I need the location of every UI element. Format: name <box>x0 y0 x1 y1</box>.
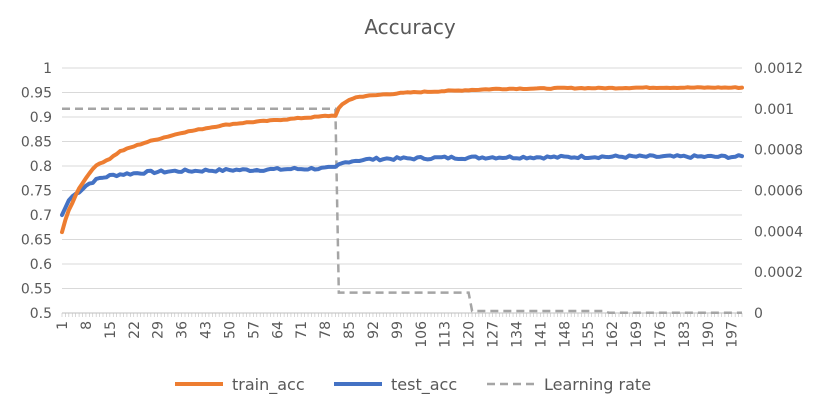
y-tick-label: 0.95 <box>21 86 52 102</box>
y-tick-label: 0.85 <box>21 135 52 151</box>
series-line-test-acc <box>60 153 744 217</box>
x-tick-label: 162 <box>605 321 621 348</box>
y2-tick-label: 0 <box>754 306 763 322</box>
y-tick-label: 0.5 <box>30 306 52 322</box>
legend-label: train_acc <box>232 375 305 395</box>
y2-tick-label: 0.0004 <box>754 224 803 240</box>
y-tick-label: 0.8 <box>30 159 52 175</box>
x-tick-label: 106 <box>414 321 430 348</box>
x-tick-label: 190 <box>701 321 717 348</box>
x-axis: 1 8 15 22 29 36 43 50 57 64 71 78 85 92 99 106 113 120 127… <box>55 312 743 348</box>
x-tick-label: 120 <box>462 321 478 348</box>
gridlines <box>62 67 742 314</box>
series-lines <box>60 85 744 315</box>
y-tick-label: 0.7 <box>30 208 52 224</box>
x-tick-label: 169 <box>629 321 645 348</box>
y2-tick-label: 0.001 <box>754 102 794 118</box>
x-tick-label: 8 <box>79 321 95 330</box>
y-tick-label: 0.9 <box>30 110 52 126</box>
x-tick-label: 92 <box>366 321 382 339</box>
x-tick-label: 176 <box>653 321 669 348</box>
x-tick-label: 71 <box>294 321 310 339</box>
x-tick-label: 141 <box>533 321 549 348</box>
chart-title: Accuracy <box>364 15 455 39</box>
x-tick-label: 155 <box>581 321 597 348</box>
x-tick-label: 29 <box>151 321 167 339</box>
legend-label: Learning rate <box>544 375 651 394</box>
y-tick-label: 0.6 <box>30 257 52 273</box>
x-tick-label: 183 <box>677 321 693 348</box>
y2-tick-label: 0.0012 <box>754 61 803 77</box>
x-tick-label: 50 <box>222 321 238 339</box>
x-tick-label: 57 <box>246 321 262 339</box>
x-tick-label: 64 <box>270 321 286 339</box>
x-tick-label: 134 <box>509 321 525 348</box>
y-axis-left: 0.5 0.55 0.6 0.65 0.7 0.75 0.8 0.85 0.9 0.95 1 <box>21 61 52 322</box>
y2-tick-label: 0.0002 <box>754 265 803 281</box>
legend: train_acc test_acc Learning rate <box>175 375 651 395</box>
x-tick-label: 22 <box>127 321 143 339</box>
x-tick-label: 127 <box>486 321 502 348</box>
x-tick-label: 36 <box>175 321 191 339</box>
y2-tick-label: 0.0008 <box>754 143 803 159</box>
y-tick-label: 0.65 <box>21 233 52 249</box>
x-tick-label: 85 <box>342 321 358 339</box>
series-line-train-acc <box>60 85 744 235</box>
x-tick-label: 1 <box>55 321 71 330</box>
y-tick-label: 0.75 <box>21 184 52 200</box>
legend-label: test_acc <box>391 375 457 395</box>
x-tick-label: 99 <box>390 321 406 339</box>
y2-tick-label: 0.0006 <box>754 184 803 200</box>
x-tick-label: 148 <box>557 321 573 348</box>
x-tick-label: 197 <box>725 321 741 348</box>
y-tick-label: 0.55 <box>21 282 52 298</box>
x-tick-label: 78 <box>318 321 334 339</box>
y-axis-right: 0 0.0002 0.0004 0.0006 0.0008 0.001 0.0012 <box>754 61 803 322</box>
x-tick-label: 113 <box>438 321 454 348</box>
y-tick-label: 1 <box>43 61 52 77</box>
x-tick-label: 15 <box>103 321 119 339</box>
series-line-learning-rate <box>62 107 742 315</box>
x-tick-label: 43 <box>199 321 215 339</box>
